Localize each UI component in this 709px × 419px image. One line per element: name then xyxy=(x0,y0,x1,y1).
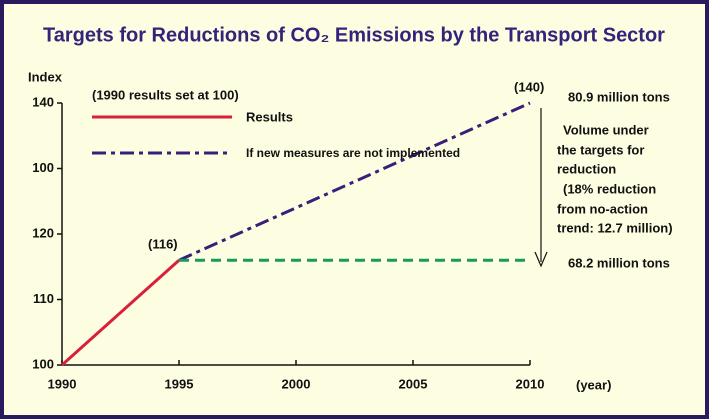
x-tick-label: 1995 xyxy=(165,376,194,391)
y-tick-label: 100 xyxy=(32,356,54,371)
annotation: (140) xyxy=(514,79,544,94)
x-axis-label: (year) xyxy=(576,377,611,392)
annotation: the targets for xyxy=(557,142,644,157)
line xyxy=(60,259,181,367)
annotation: reduction xyxy=(557,161,616,176)
legend-label: If new measures are not implemented xyxy=(246,146,460,160)
x-tick-label: 1990 xyxy=(48,376,77,391)
arrow-head xyxy=(534,251,548,268)
y-tick-label: 110 xyxy=(33,291,54,306)
y-tick-label: 140 xyxy=(32,94,54,109)
annotation: (1990 results set at 100) xyxy=(92,87,239,102)
legend-label: Results xyxy=(246,109,293,124)
y-tick-label: 120 xyxy=(32,225,54,240)
x-tick-label: 2005 xyxy=(399,376,428,391)
annotation: (116) xyxy=(148,236,178,251)
annotation: 68.2 million tons xyxy=(568,255,670,270)
y-axis-label: Index xyxy=(28,69,63,84)
chart-title: Targets for Reductions of CO₂ Emissions … xyxy=(43,24,665,46)
x-tick-label: 2010 xyxy=(516,376,545,391)
annotation: trend: 12.7 million) xyxy=(557,220,673,235)
y-tick-label: 100 xyxy=(32,160,54,175)
annotation: Volume under xyxy=(563,122,649,137)
x-tick-label: 2000 xyxy=(282,376,311,391)
annotation: 80.9 million tons xyxy=(568,89,670,104)
annotation: (18% reduction xyxy=(563,181,656,196)
line xyxy=(178,101,531,262)
annotation: from no-action xyxy=(557,201,648,216)
